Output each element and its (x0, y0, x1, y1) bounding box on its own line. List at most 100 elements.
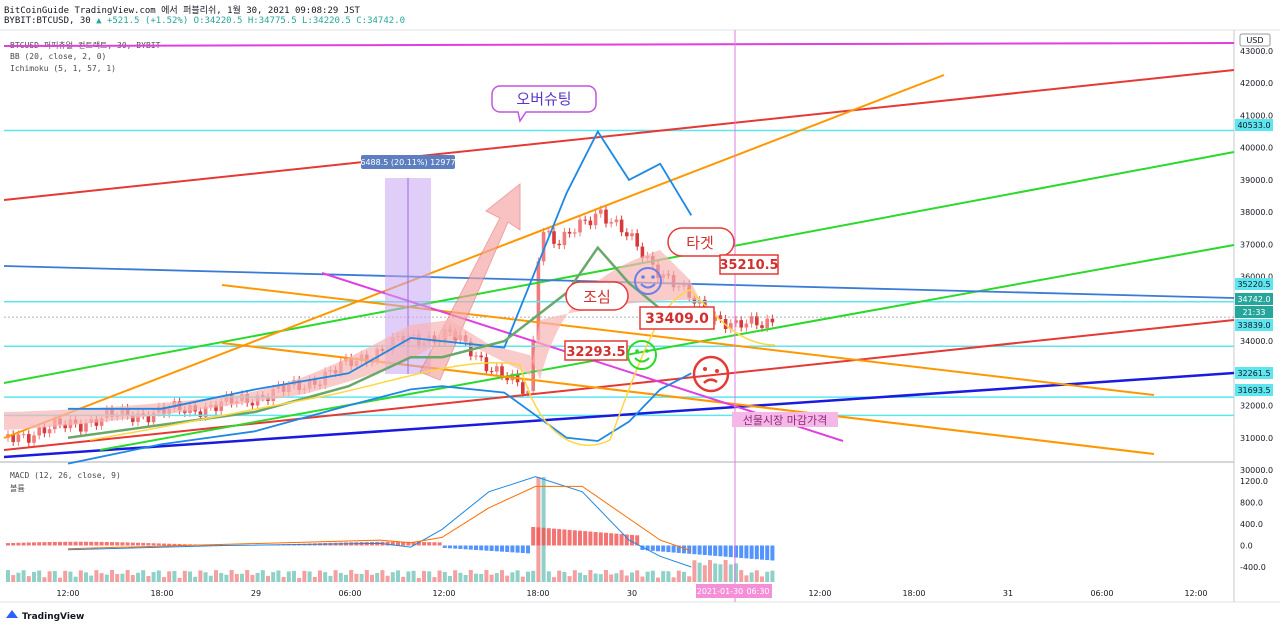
price-box-35210-text: 35210.5 (719, 258, 778, 273)
measure-label[interactable]: 6488.5 (20.11%) 12977 (360, 155, 456, 169)
svg-text:21:33: 21:33 (1242, 308, 1265, 317)
volume-bar (458, 572, 463, 582)
y-tick-label: 40000.0 (1240, 144, 1273, 153)
candle-body (541, 231, 546, 262)
macd-hist-bar (26, 542, 31, 546)
macd-hist-bar (214, 544, 218, 546)
volume-bar (640, 576, 645, 582)
macd-hist-bar (182, 544, 187, 546)
volume-bar (557, 570, 562, 582)
volume-bar (99, 573, 104, 582)
candle-body (755, 316, 759, 326)
volume-bar (125, 570, 130, 582)
price-box-33409[interactable]: 33409.0 (639, 306, 715, 330)
volume-bar (463, 574, 468, 582)
volume-bar (604, 570, 608, 582)
candle-body (557, 243, 561, 246)
macd-hist-bar (172, 543, 177, 546)
volume-bar (422, 570, 426, 582)
tradingview-logo[interactable]: TradingView (6, 610, 84, 622)
candle-body (578, 219, 582, 233)
macd-hist-bar (682, 545, 686, 554)
candle-body (635, 233, 639, 247)
macd-hist-bar (11, 542, 16, 546)
candle-body (27, 434, 31, 443)
volume-bar (437, 570, 442, 582)
macd-hist-bar (141, 542, 146, 546)
legend-volume[interactable]: 볼륨 (10, 484, 25, 493)
candle-body (599, 209, 603, 214)
macd-hist-bar (406, 541, 411, 546)
measure-text: 6488.5 (20.11%) 12977 (360, 158, 455, 167)
x-tick-label: 18:00 (150, 589, 173, 598)
volume-bar (515, 570, 520, 582)
macd-hist-bar (78, 541, 83, 546)
badge-34742: 34742.0 (1235, 293, 1273, 305)
candle-body (536, 261, 541, 340)
publish-title: BitCoinGuide TradingView.com 에서 퍼블리쉬, 1월… (4, 6, 360, 16)
candle-body (531, 339, 535, 392)
macd-hist-bar (494, 545, 499, 552)
currency-box[interactable] (1239, 33, 1271, 47)
legend-ichimoku[interactable]: Ichimoku (5, 1, 57, 1) (10, 64, 116, 73)
volume-bar (89, 575, 94, 582)
volume-bar (510, 572, 515, 582)
candle-body (500, 366, 504, 377)
volume-bar (302, 570, 307, 582)
macd-hist-bar (546, 528, 551, 546)
badge-countdown: 21:33 (1235, 306, 1273, 318)
volume-bar (307, 571, 312, 582)
legend-bb[interactable]: BB (20, close, 2, 0) (10, 52, 107, 61)
volume-bar (26, 576, 31, 582)
macd-hist-bar (442, 545, 447, 548)
macd-hist-bar (541, 527, 546, 546)
futures-close-label[interactable]: 선물시장 마감가격 (732, 412, 838, 427)
x-tick-label: 29 (251, 589, 261, 598)
macd-hist-bar (754, 545, 759, 560)
macd-hist-bar (676, 545, 681, 553)
volume-bar (479, 574, 484, 582)
price-box-32293[interactable]: 32293.5 (564, 340, 628, 361)
lagging-span-line (89, 289, 776, 446)
volume-bar (271, 572, 276, 582)
volume-bar (250, 574, 255, 582)
macd-hist-bar (130, 542, 135, 546)
svg-text:33839.0: 33839.0 (1237, 321, 1270, 330)
volume-bar (177, 577, 182, 582)
volume-bar (84, 572, 88, 582)
candle-body (729, 323, 733, 329)
sad-face-red-icon (692, 355, 730, 393)
candle-body (21, 434, 26, 436)
volume-bar (37, 570, 42, 582)
legend-macd[interactable]: MACD (12, 26, close, 9) (10, 471, 121, 480)
macd-hist-bar (479, 545, 484, 551)
correction-callout[interactable]: 조심 (565, 281, 629, 311)
x-tick-label: 31 (1003, 589, 1013, 598)
price-box-35210[interactable]: 35210.5 (719, 254, 779, 275)
volume-bar (552, 577, 556, 582)
futures-close-text: 선물시장 마감가격 (743, 414, 827, 427)
trend-line (3, 42, 1235, 47)
volume-bar (598, 574, 603, 582)
macd-hist-bar (609, 533, 614, 546)
volume-bar (760, 576, 764, 582)
overshoot-callout[interactable]: 오버슈팅 (491, 85, 597, 123)
volume-bar (656, 577, 660, 582)
y-tick-label: 42000.0 (1240, 79, 1273, 88)
volume-bar (718, 564, 723, 582)
macd-hist-bar (458, 545, 463, 549)
y-tick-label: 39000.0 (1240, 176, 1273, 185)
target-callout[interactable]: 타겟 (667, 227, 735, 257)
macd-hist-bar (505, 545, 510, 552)
volume-bar (432, 577, 437, 582)
macd-hist-bar (68, 541, 73, 546)
macd-hist-bar (734, 545, 738, 558)
volume-bar (328, 575, 333, 582)
trend-line (99, 244, 1235, 451)
volume-bar (583, 575, 588, 582)
volume-bar (489, 574, 494, 582)
macd-hist-bar (453, 545, 458, 549)
candle-body (713, 315, 717, 321)
volume-bar (234, 573, 239, 582)
